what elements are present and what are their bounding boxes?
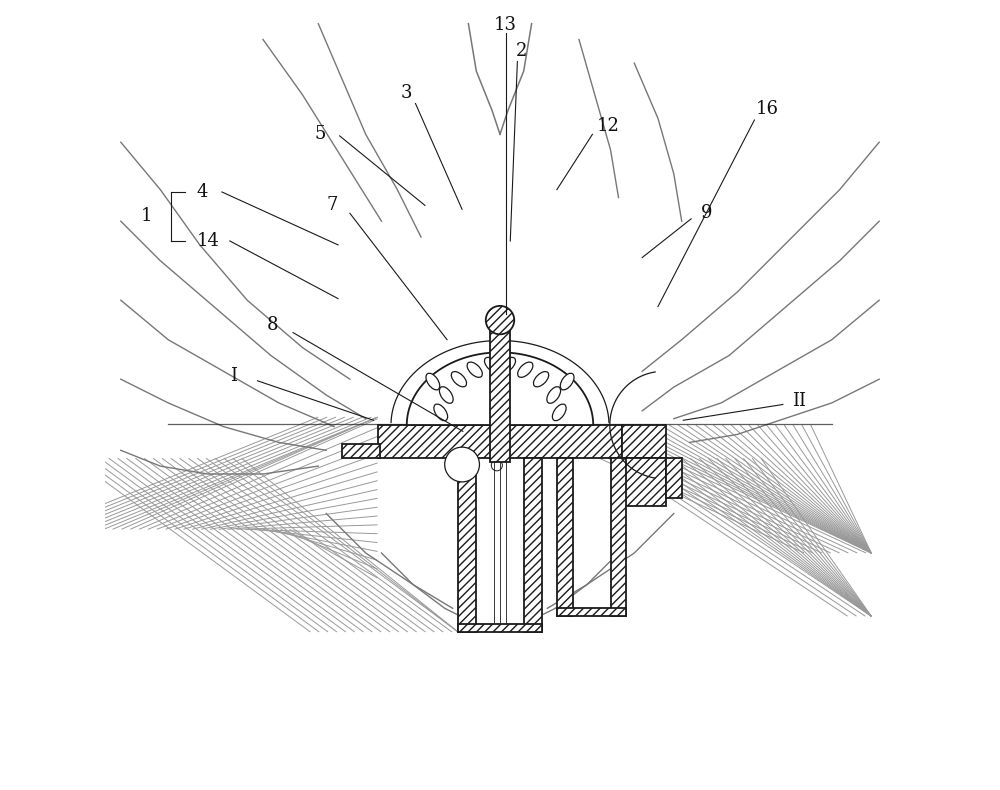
Ellipse shape <box>552 404 566 421</box>
Text: 8: 8 <box>267 316 278 333</box>
Circle shape <box>486 306 514 334</box>
Text: 1: 1 <box>141 208 153 225</box>
Ellipse shape <box>547 386 561 404</box>
Bar <box>524 458 542 632</box>
Text: 12: 12 <box>597 118 620 135</box>
Text: 2: 2 <box>516 43 527 60</box>
Ellipse shape <box>484 357 500 373</box>
Text: 5: 5 <box>314 126 326 143</box>
Ellipse shape <box>533 371 549 387</box>
Text: 3: 3 <box>401 85 413 102</box>
Text: I: I <box>230 367 237 385</box>
Ellipse shape <box>518 362 533 378</box>
Bar <box>622 458 666 506</box>
Bar <box>557 458 573 616</box>
Text: 16: 16 <box>756 100 779 118</box>
Circle shape <box>491 460 502 471</box>
Bar <box>458 458 476 632</box>
Ellipse shape <box>439 386 453 404</box>
Bar <box>622 425 666 458</box>
Text: 13: 13 <box>494 17 517 34</box>
Bar <box>666 458 682 498</box>
Bar <box>378 425 622 458</box>
Ellipse shape <box>434 404 448 421</box>
Text: 7: 7 <box>327 197 338 214</box>
Circle shape <box>445 447 479 482</box>
Bar <box>342 444 380 458</box>
Bar <box>557 608 626 616</box>
Bar <box>458 624 542 632</box>
Text: II: II <box>792 393 806 410</box>
Bar <box>611 458 626 616</box>
Ellipse shape <box>426 373 440 390</box>
Ellipse shape <box>560 373 574 390</box>
Text: 4: 4 <box>196 183 208 201</box>
Polygon shape <box>407 352 593 425</box>
Bar <box>490 329 510 462</box>
Text: 9: 9 <box>701 205 713 222</box>
Ellipse shape <box>451 371 467 387</box>
Text: 14: 14 <box>196 232 219 250</box>
Ellipse shape <box>500 357 516 373</box>
Ellipse shape <box>467 362 482 378</box>
